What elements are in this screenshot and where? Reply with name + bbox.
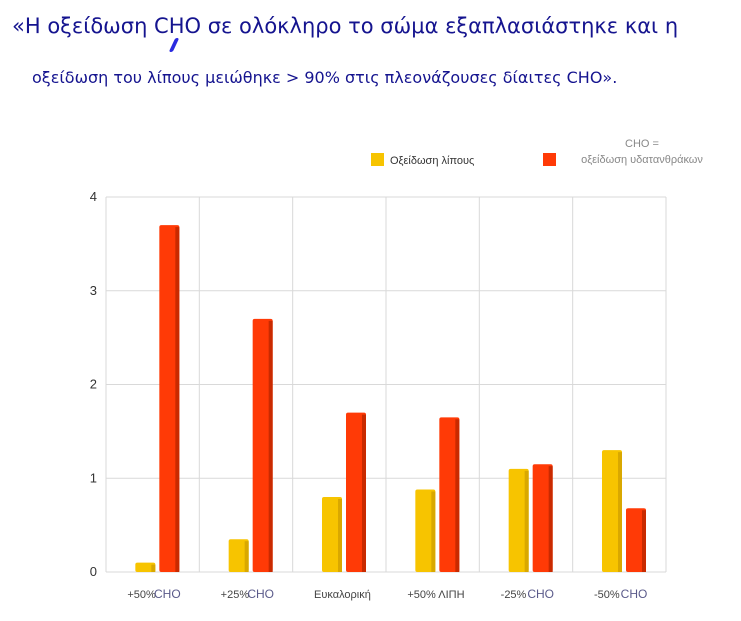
chart-grid	[105, 196, 667, 573]
legend-label-fat: Οξείδωση λίπους	[390, 155, 474, 167]
y-tick-label: 3	[90, 283, 97, 298]
bar-side-shade	[362, 414, 366, 572]
x-axis-labels: +50%CHO +25%CHO Ευκαλορική +50% ΛΙΠΗ -25% CHO…	[127, 587, 647, 601]
bar-fat-oxidation	[228, 539, 249, 572]
bar-side-shade	[151, 564, 156, 572]
y-tick-label: 4	[90, 189, 97, 204]
bar-side-shade	[618, 452, 622, 572]
bar-side-shade	[455, 419, 460, 572]
bar-side-shade	[548, 466, 553, 572]
x-category-sublabel: CHO	[527, 587, 554, 601]
bar-side-shade	[338, 499, 342, 572]
x-category-label: -50%	[594, 589, 620, 601]
y-tick-label: 0	[90, 564, 97, 579]
x-category-sublabel: CHO	[621, 587, 648, 601]
x-category-sublabel: CHO	[247, 587, 274, 601]
bar-side-shade	[524, 470, 529, 572]
bar-fat-oxidation	[322, 497, 342, 572]
x-category-label: +50%	[127, 589, 156, 601]
legend-note: CHO =	[625, 138, 659, 150]
bar-side-shade	[642, 510, 646, 572]
legend-swatch-cho	[543, 153, 556, 166]
legend-swatch-fat	[371, 153, 384, 166]
chart-bars	[135, 225, 646, 572]
headline-line-2: οξείδωση του λίπους μειώθηκε > 90% στις …	[32, 68, 618, 87]
x-category-label: +50% ΛΙΠΗ	[407, 589, 464, 601]
bar-side-shade	[268, 320, 273, 572]
bar-side-shade	[175, 227, 180, 572]
bar-cho-oxidation	[252, 318, 273, 572]
x-category-sublabel: CHO	[154, 587, 181, 601]
bar-fat-oxidation	[508, 468, 529, 572]
y-tick-label: 2	[90, 377, 97, 392]
bar-fat-oxidation	[415, 489, 436, 572]
x-category-label: Ευκαλορική	[314, 589, 371, 601]
x-category-label: +25%	[221, 589, 250, 601]
bar-cho-oxidation	[159, 225, 180, 572]
bar-cho-oxidation	[532, 464, 553, 572]
bar-cho-oxidation	[346, 412, 366, 572]
bar-fat-oxidation	[602, 450, 622, 572]
y-axis-ticks: 0 1 2 3 4	[90, 189, 97, 579]
bar-cho-oxidation	[439, 417, 460, 572]
legend-label-cho: οξείδωση υδατανθράκων	[581, 154, 703, 166]
bar-cho-oxidation	[626, 508, 646, 572]
y-tick-label: 1	[90, 470, 97, 485]
chart-legend: Οξείδωση λίπους CHO = οξείδωση υδατανθρά…	[371, 138, 703, 167]
bar-side-shade	[431, 491, 436, 572]
x-category-label: -25%	[501, 589, 527, 601]
bar-fat-oxidation	[135, 562, 156, 572]
bar-side-shade	[244, 541, 249, 572]
headline-line-1: «Η οξείδωση CHO σε ολόκληρο το σώμα εξαπ…	[12, 14, 679, 38]
